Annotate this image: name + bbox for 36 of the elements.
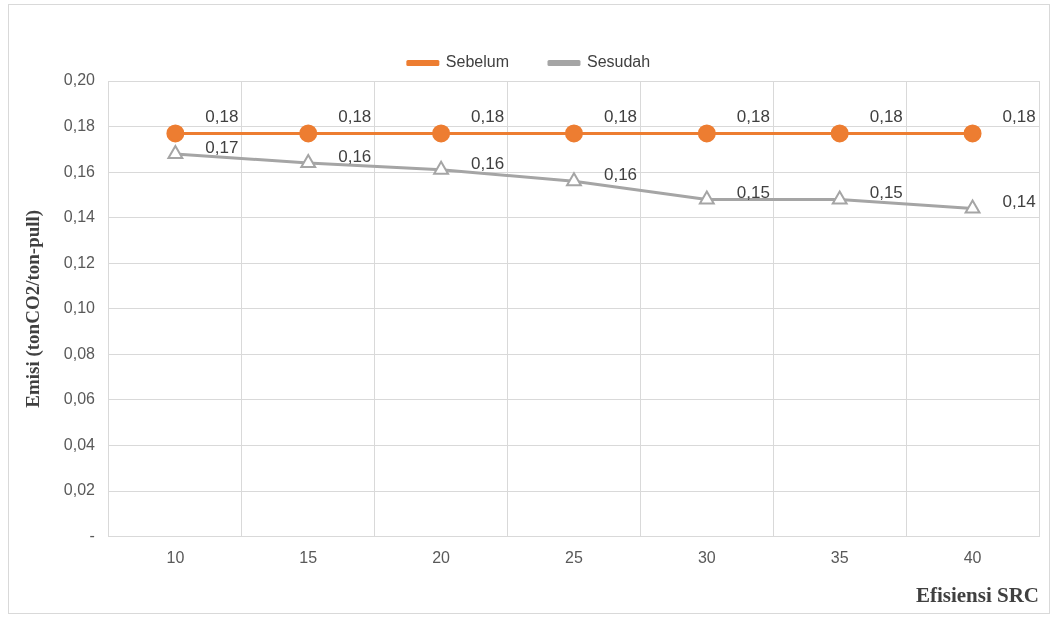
y-tick-label: 0,16 xyxy=(63,162,96,180)
data-label: 0,15 xyxy=(869,183,903,203)
data-label: 0,15 xyxy=(736,183,770,203)
data-label: 0,16 xyxy=(471,153,505,173)
y-tick-label: 0,20 xyxy=(63,71,96,89)
x-tick-label: 40 xyxy=(963,548,982,566)
legend-label: Sebelum xyxy=(445,53,509,71)
x-tick-label: 30 xyxy=(697,548,716,566)
y-tick-label: 0,10 xyxy=(63,299,96,317)
x-tick-label: 35 xyxy=(830,548,849,566)
x-tick-label: 15 xyxy=(299,548,318,566)
data-label: 0,14 xyxy=(1002,192,1036,212)
x-tick-label: 25 xyxy=(565,548,583,566)
x-tick-label: 20 xyxy=(432,548,451,566)
y-axis-title: Emisi (tonCO2/ton-pull) xyxy=(22,209,45,408)
y-tick-label: 0,06 xyxy=(63,390,96,408)
legend-label: Sesudah xyxy=(586,53,651,71)
y-tick-label: 0,18 xyxy=(63,116,96,134)
x-tick-label: 10 xyxy=(166,548,185,566)
data-label: 0,18 xyxy=(338,107,372,127)
y-tick-label: - xyxy=(89,527,95,545)
data-label: 0,18 xyxy=(205,107,239,127)
y-tick-label: 0,08 xyxy=(63,344,96,362)
data-label: 0,18 xyxy=(736,107,770,127)
data-label: 0,16 xyxy=(338,146,372,166)
data-label: 0,17 xyxy=(205,137,239,157)
y-tick-label: 0,14 xyxy=(63,208,96,226)
x-axis-title: Efisiensi SRC xyxy=(915,582,1039,607)
data-label: 0,18 xyxy=(869,107,903,127)
y-tick-label: 0,12 xyxy=(63,253,96,271)
y-tick-label: 0,02 xyxy=(63,481,96,499)
data-label: 0,16 xyxy=(603,164,638,184)
data-label: 0,18 xyxy=(471,107,505,127)
data-label: 0,18 xyxy=(1002,107,1036,127)
y-tick-label: 0,04 xyxy=(63,435,96,453)
data-label: 0,18 xyxy=(603,107,638,127)
